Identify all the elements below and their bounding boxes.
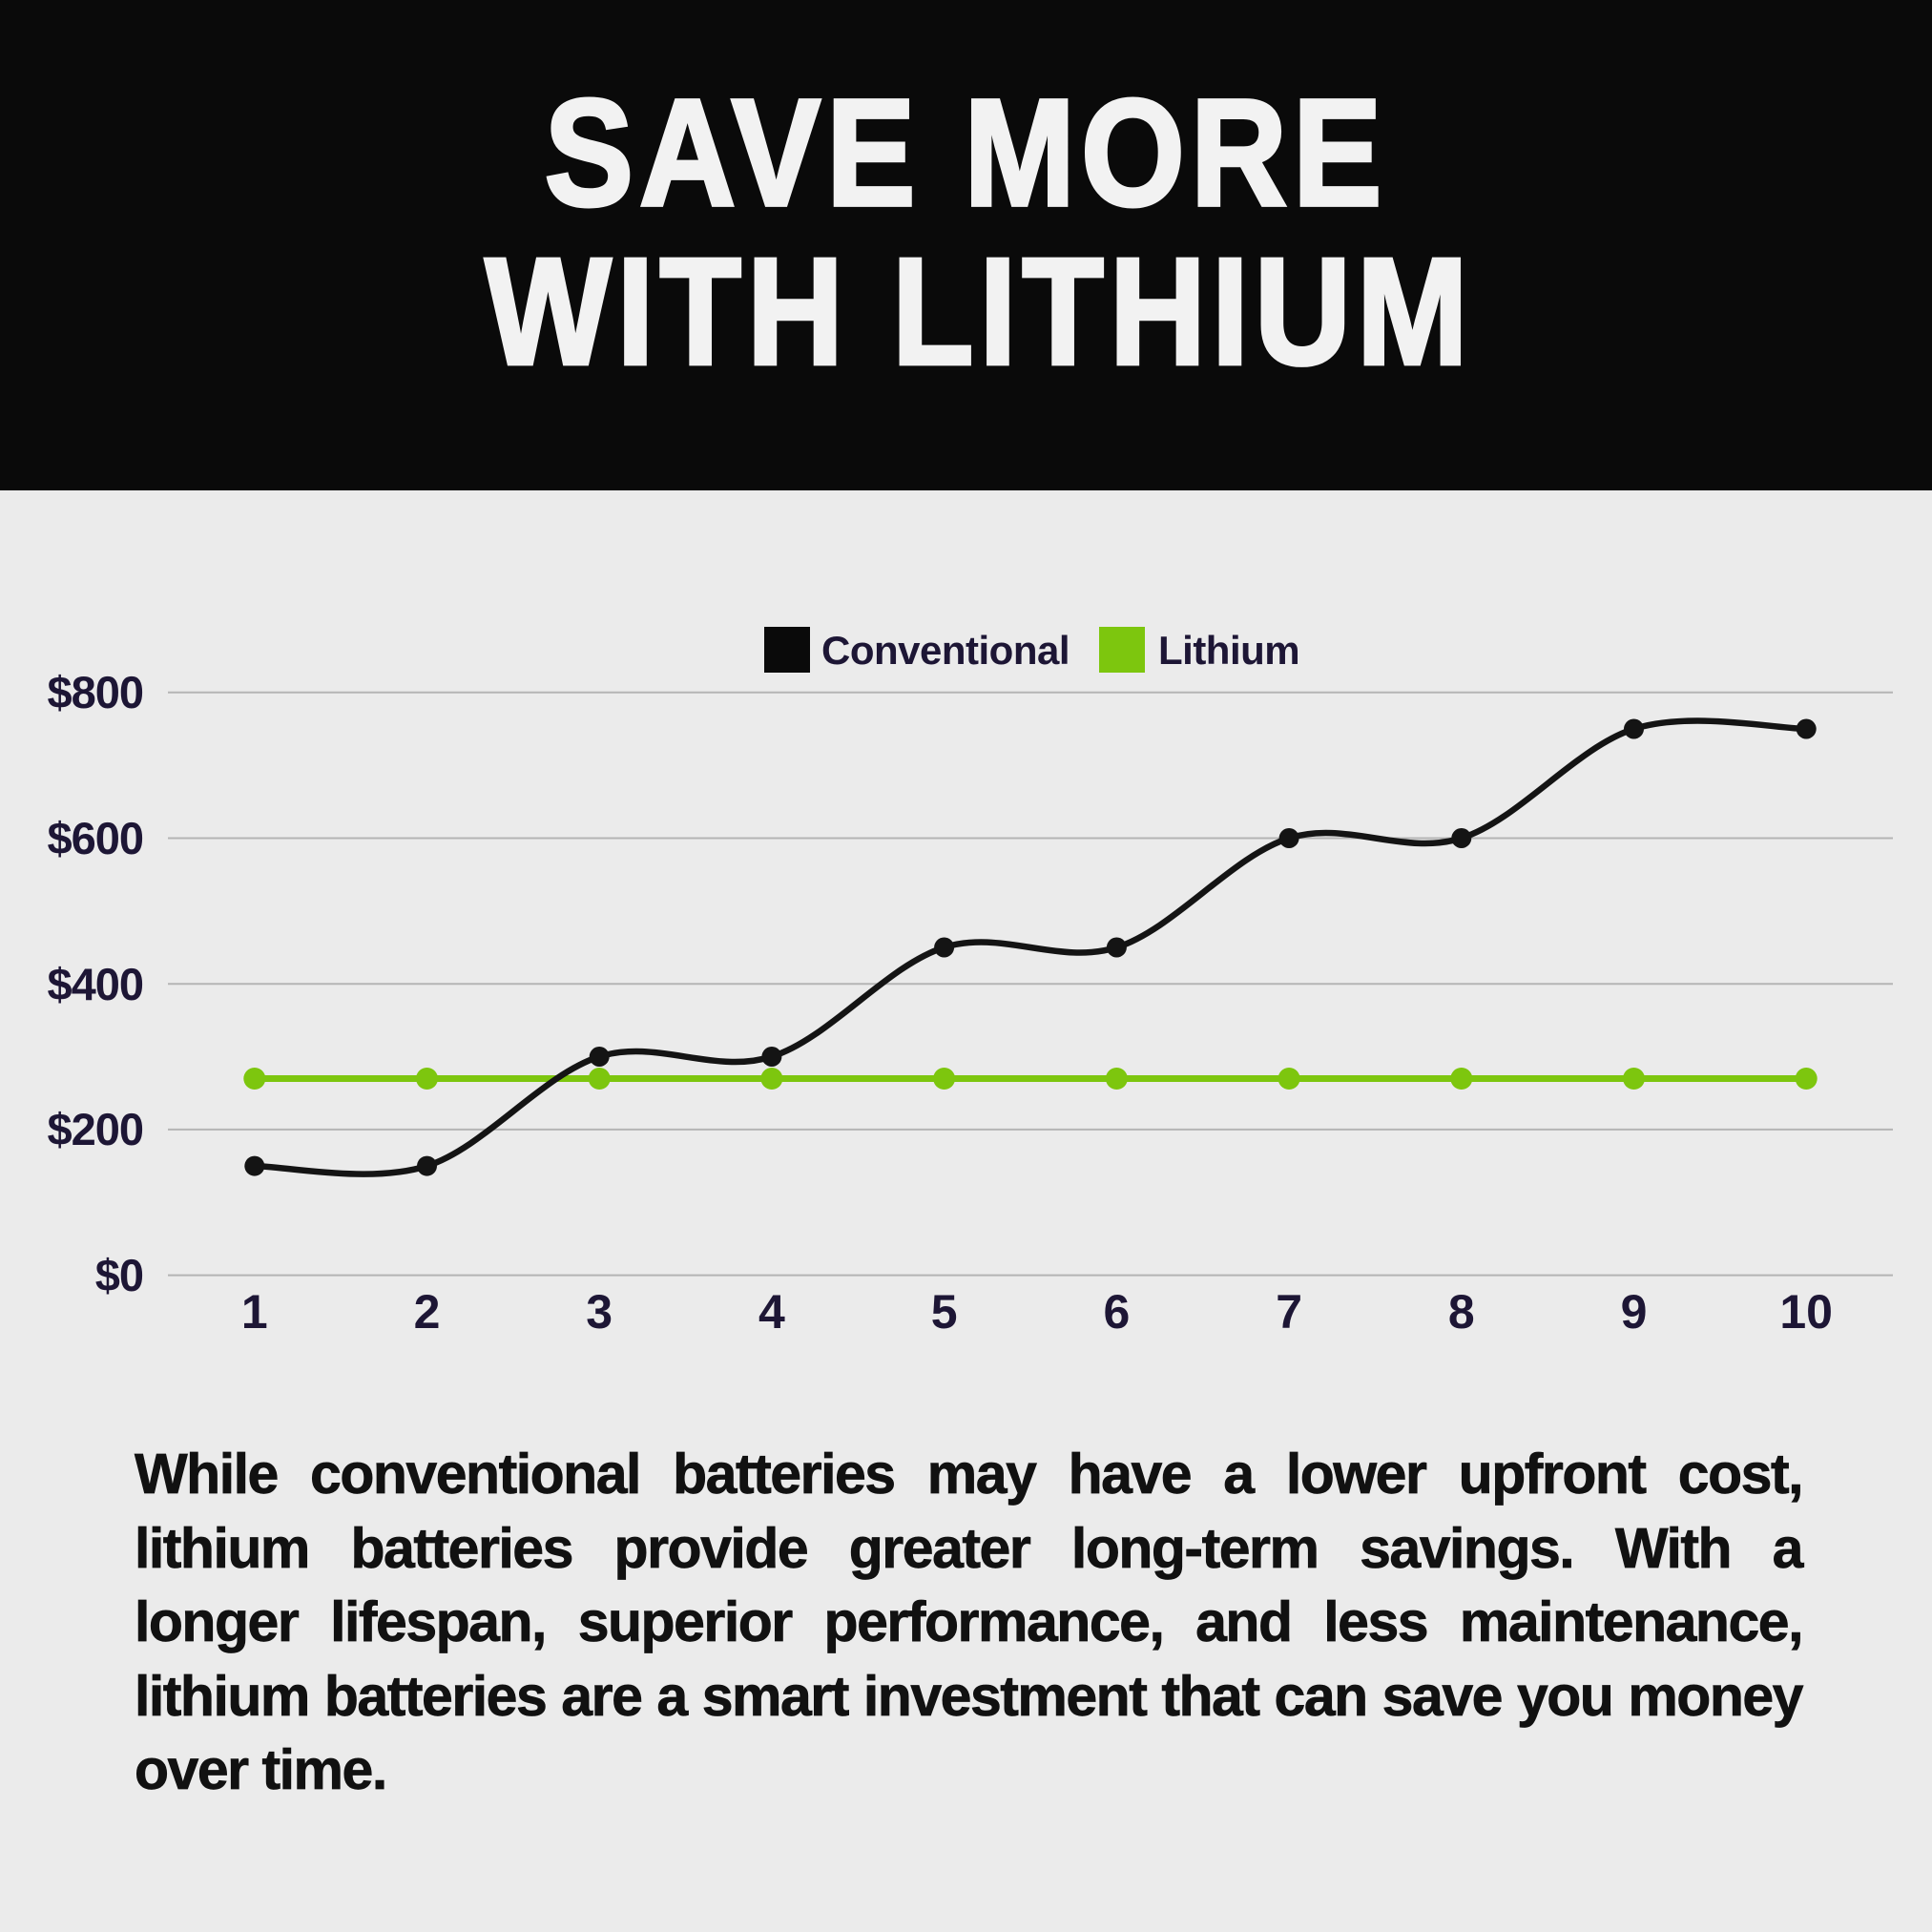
svg-text:4: 4 [758, 1285, 785, 1339]
svg-text:9: 9 [1621, 1285, 1648, 1339]
svg-text:Conventional: Conventional [821, 628, 1070, 673]
svg-text:7: 7 [1276, 1285, 1302, 1339]
svg-text:$200: $200 [47, 1104, 143, 1154]
svg-text:$800: $800 [47, 667, 143, 717]
svg-text:3: 3 [586, 1285, 613, 1339]
svg-text:$400: $400 [47, 959, 143, 1009]
svg-text:10: 10 [1779, 1285, 1833, 1339]
svg-text:Lithium: Lithium [1158, 628, 1299, 673]
svg-text:2: 2 [414, 1285, 441, 1339]
svg-text:5: 5 [931, 1285, 958, 1339]
svg-text:6: 6 [1103, 1285, 1130, 1339]
svg-text:8: 8 [1448, 1285, 1475, 1339]
svg-text:$0: $0 [95, 1250, 143, 1300]
svg-text:$600: $600 [47, 813, 143, 863]
svg-text:1: 1 [241, 1285, 268, 1339]
